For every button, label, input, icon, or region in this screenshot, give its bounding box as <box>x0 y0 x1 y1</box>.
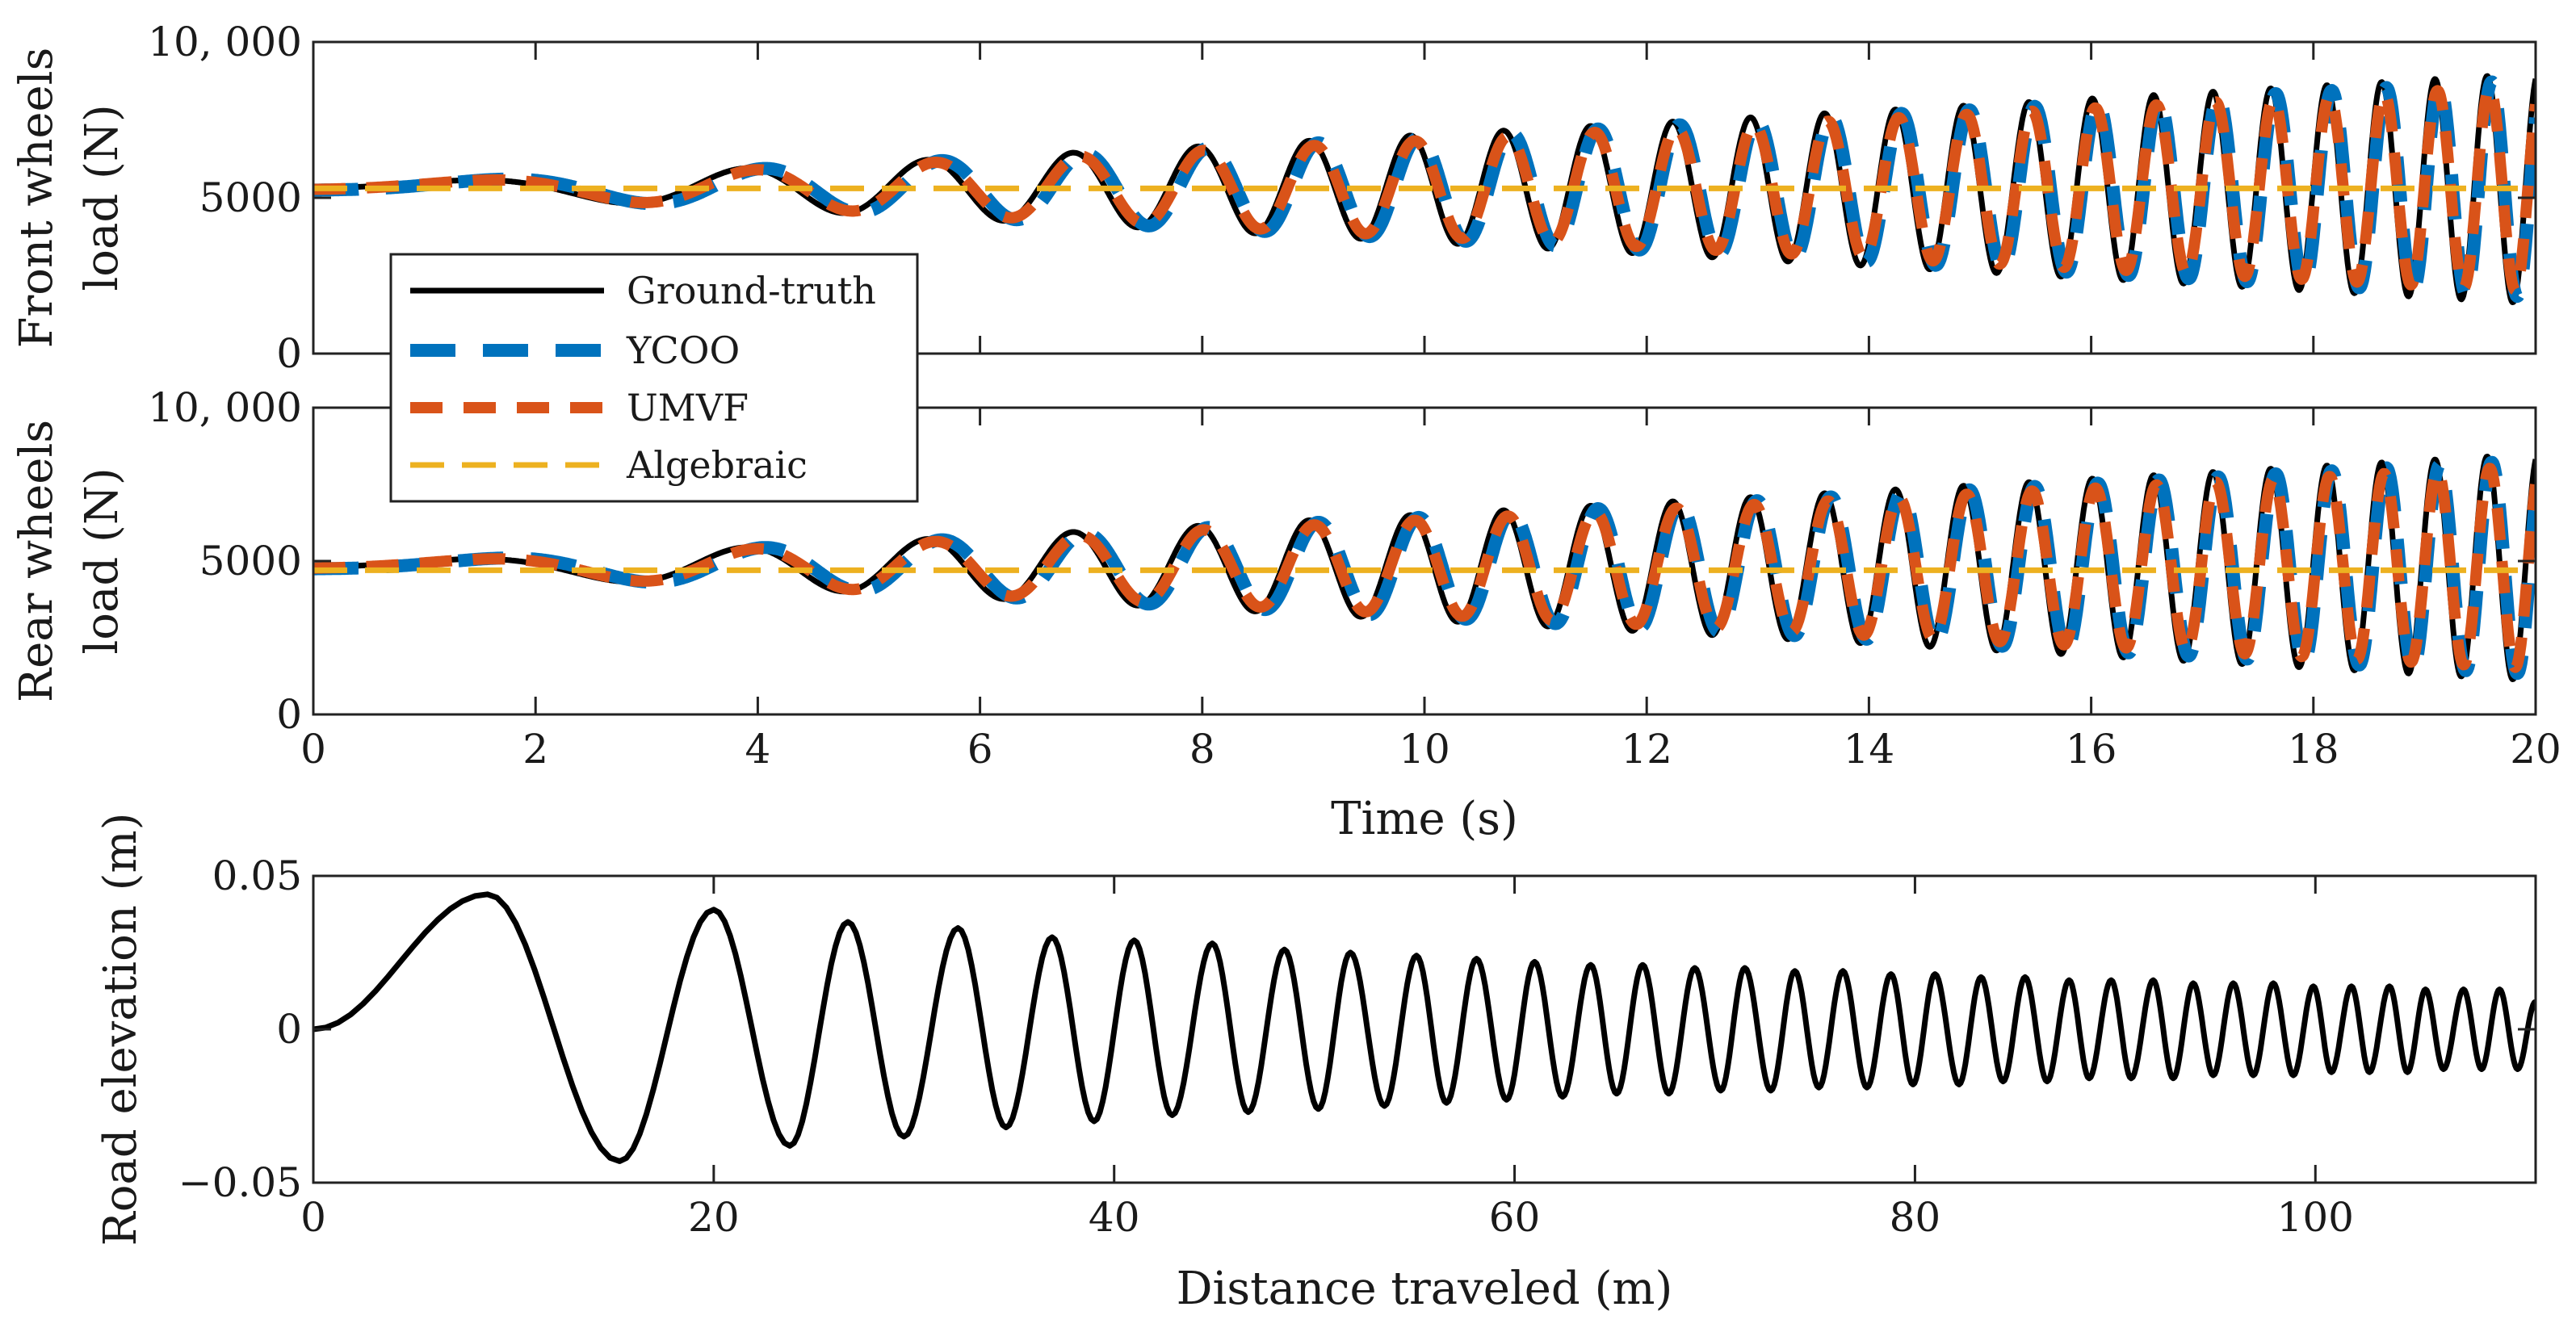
rear-ylabel-line-2: load (N) <box>76 467 128 654</box>
front-ylabel-line-1: Front wheels <box>10 48 63 349</box>
series-line-umvf-panel-1 <box>313 82 2536 296</box>
y-tick-label: 5000 <box>199 538 302 584</box>
legend-entry-algebraic: Algebraic <box>410 443 808 487</box>
x-tick-label: 4 <box>745 726 770 773</box>
x-tick-label: 0 <box>300 1194 326 1241</box>
series-line-road-profile-panel-3 <box>313 891 2536 1164</box>
legend-label-umvf: UMVF <box>627 386 749 429</box>
series-line-umvf-panel-2 <box>313 463 2536 673</box>
y-tick-label: 0 <box>276 1006 302 1053</box>
legend-label-algebraic: Algebraic <box>626 443 808 487</box>
x-tick-label: 8 <box>1189 726 1215 773</box>
front-wheels-load-panel: 0 5000 10, 000 Front wheels load (N) <box>10 19 2537 377</box>
x-tick-label: 12 <box>1621 726 1672 773</box>
x-tick-label: 14 <box>1844 726 1895 773</box>
series-line-ycoo-panel-2 <box>313 455 2536 681</box>
x-tick-label: 6 <box>967 726 993 773</box>
y-tick-label: 0 <box>276 691 302 738</box>
x-tick-label: 40 <box>1089 1194 1140 1241</box>
rear-ylabel-line-1: Rear wheels <box>10 420 63 702</box>
road-ylabel: Road elevation (m) <box>94 813 147 1246</box>
x-tick-label: 20 <box>688 1194 740 1241</box>
x-tick-label: 0 <box>300 726 326 773</box>
legend-entry-ycoo: YCOO <box>410 329 740 372</box>
legend-box <box>389 253 919 503</box>
y-tick-label: 0.05 <box>212 852 302 899</box>
legend-entry-umvf: UMVF <box>410 386 749 429</box>
front-ylabel-line-2: load (N) <box>76 104 128 291</box>
legend-label-ground-truth: Ground-truth <box>627 269 876 312</box>
x-tick-label: 2 <box>522 726 548 773</box>
rear-xlabel: Time (s) <box>1331 793 1518 845</box>
x-tick-label: 60 <box>1489 1194 1541 1241</box>
y-tick-label: 10, 000 <box>148 384 302 431</box>
x-tick-label: 16 <box>2066 726 2117 773</box>
y-tick-label: 0 <box>276 330 302 377</box>
y-tick-label: 10, 000 <box>148 19 302 65</box>
x-tick-label: 80 <box>1890 1194 1941 1241</box>
y-tick-label: 5000 <box>199 174 302 221</box>
road-xlabel: Distance traveled (m) <box>1177 1263 1673 1315</box>
legend-entry-ground-truth: Ground-truth <box>410 269 876 312</box>
x-tick-label: 100 <box>2277 1194 2354 1241</box>
legend: Ground-truth YCOO UMVF Algebraic <box>389 253 919 503</box>
y-tick-label: −0.05 <box>178 1159 302 1206</box>
legend-label-ycoo: YCOO <box>626 329 740 372</box>
x-tick-label: 20 <box>2510 726 2561 773</box>
rear-wheels-load-panel: 0 2 4 6 8 10 12 14 16 18 20 0 5000 10, 000 Rear wheel… <box>10 384 2561 845</box>
x-tick-label: 18 <box>2288 726 2339 773</box>
series-line-ycoo-panel-1 <box>313 75 2536 304</box>
x-tick-label: 10 <box>1399 726 1450 773</box>
